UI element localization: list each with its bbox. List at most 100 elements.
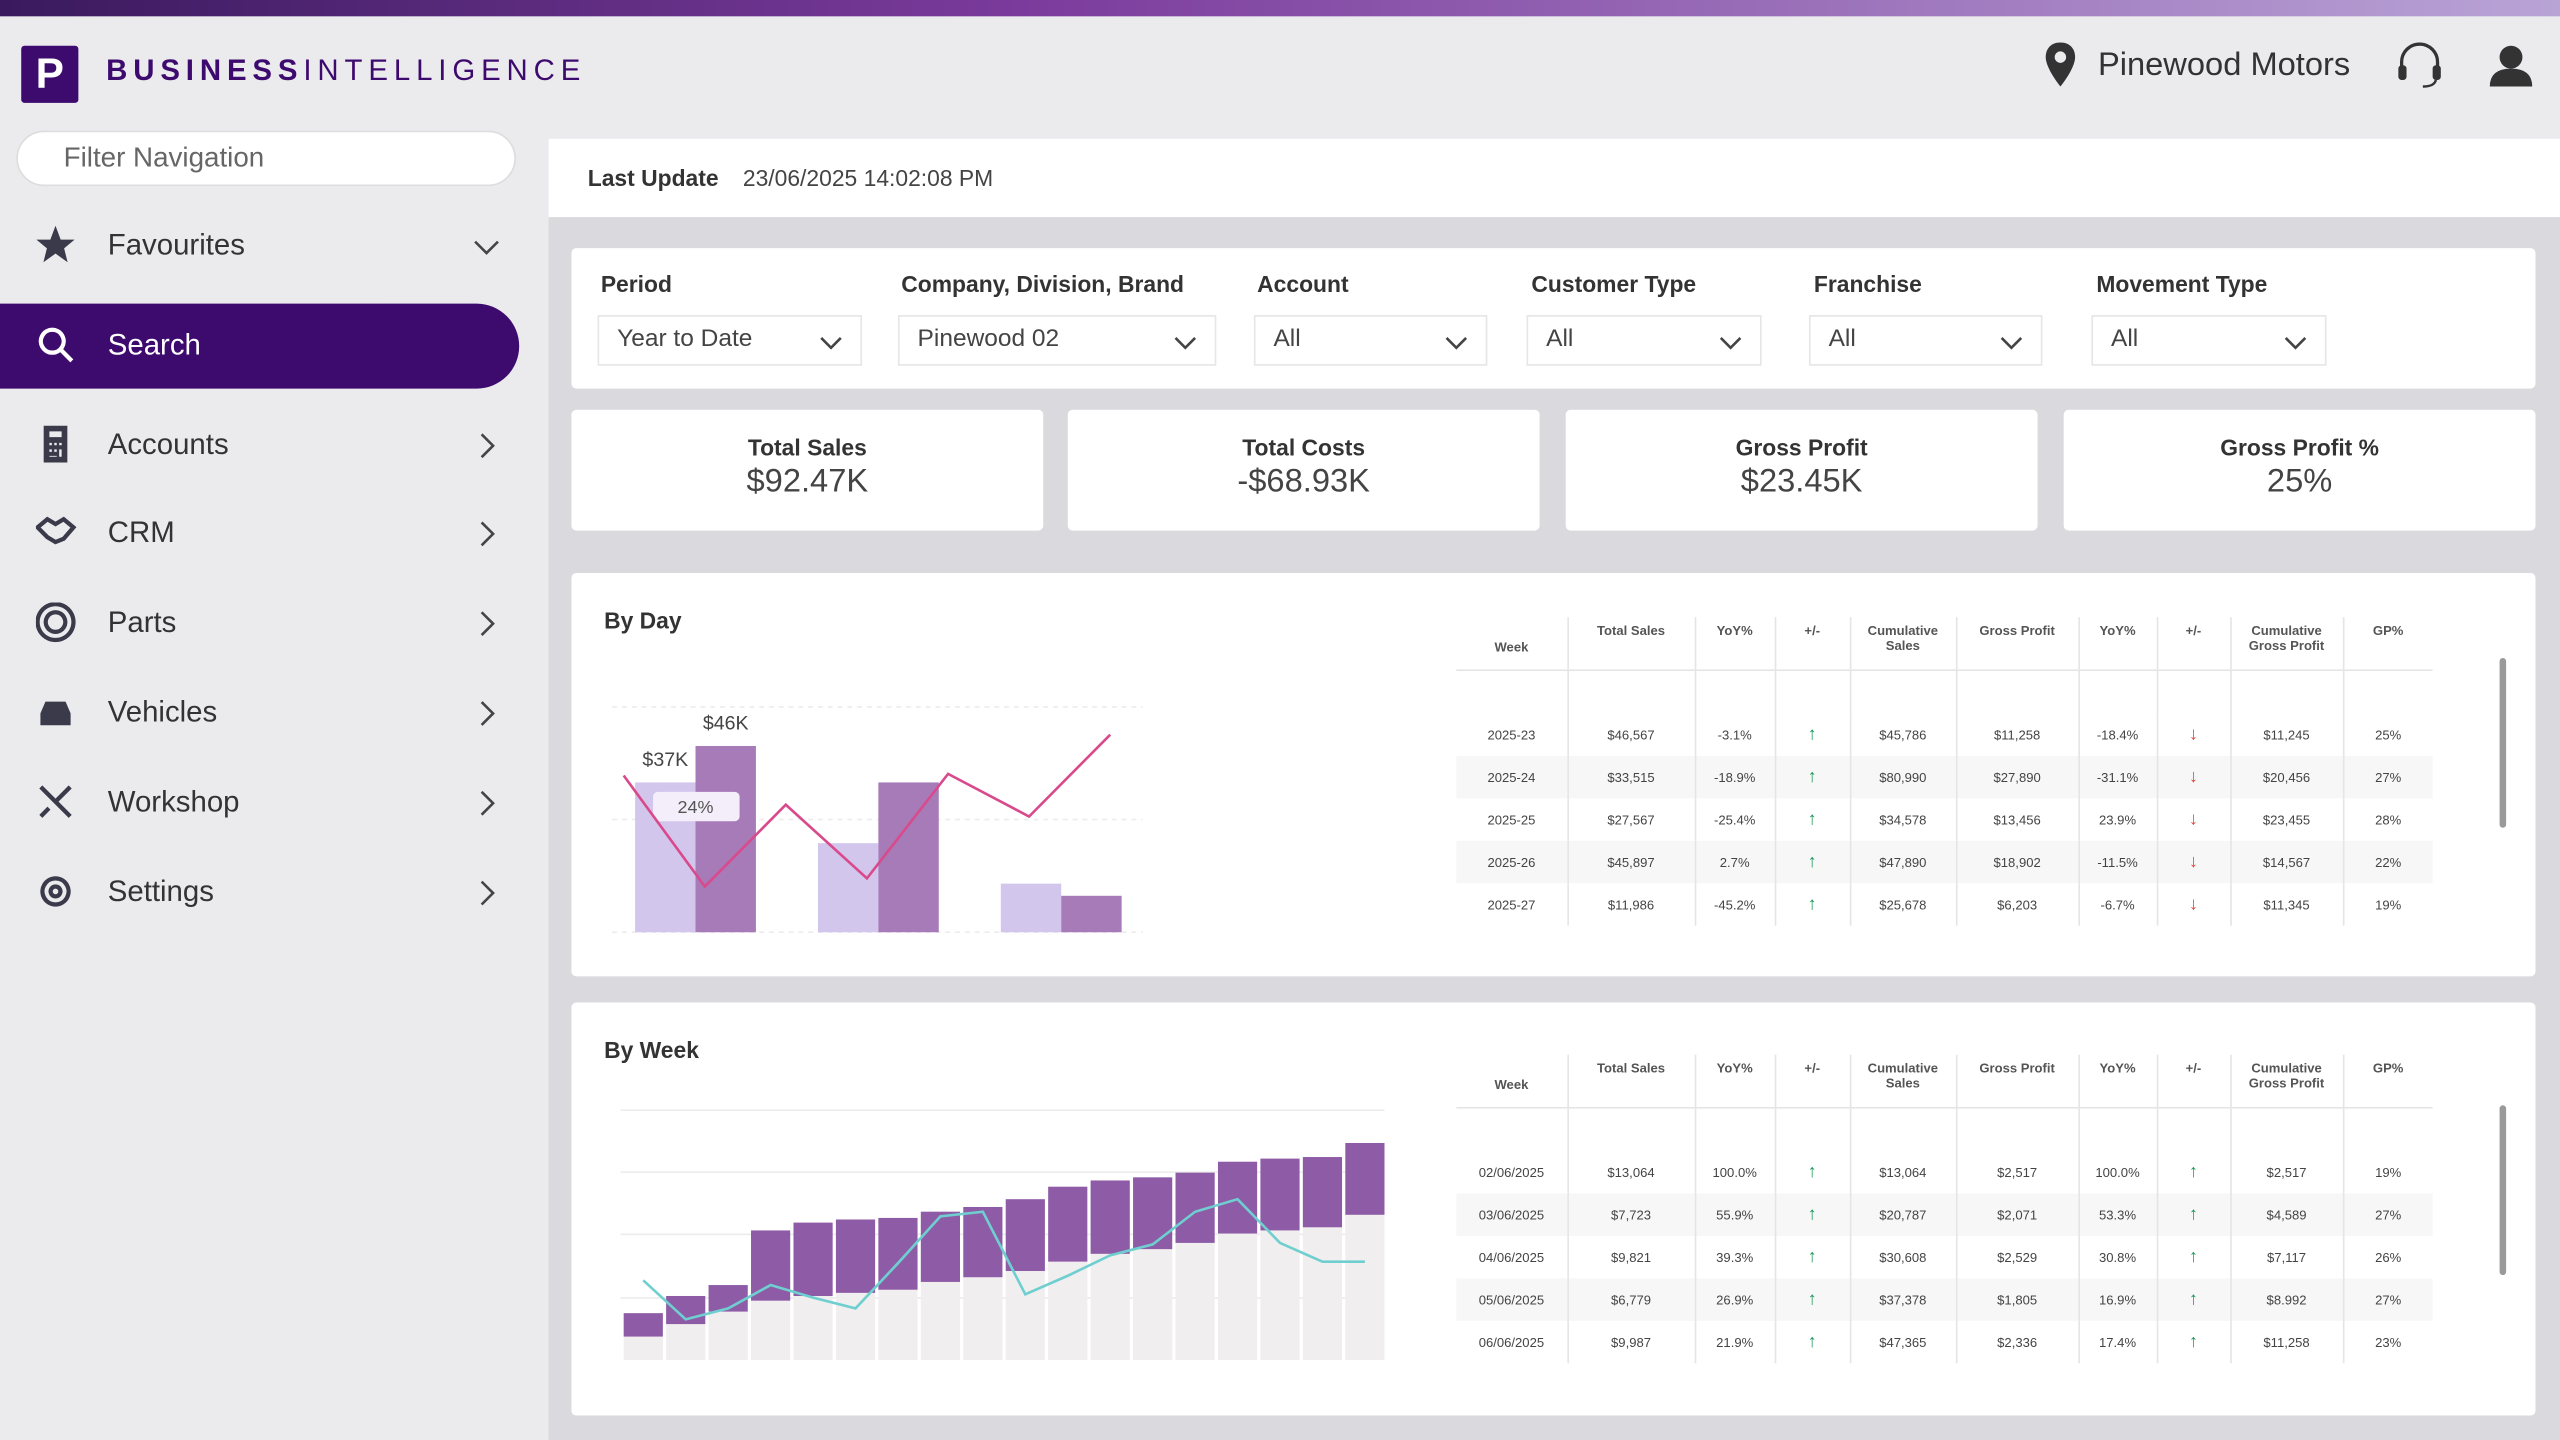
brand: BUSINESSINTELLIGENCE (106, 54, 586, 88)
table-cell: -25.4% (1693, 798, 1775, 841)
filter-dropdown[interactable]: Pinewood 02 (897, 315, 1217, 366)
column-header[interactable]: +/- (1773, 617, 1850, 672)
filter-dropdown[interactable]: All (1808, 315, 2043, 366)
table-row: 04/06/2025 $9,821 39.3% ↑ $30,608 $2,529 30.8%… (1456, 1235, 2433, 1279)
table-cell: $11,345 (2229, 883, 2343, 926)
table-cell: 05/06/2025 (1456, 1278, 1568, 1321)
column-header[interactable]: YoY% (1693, 1054, 1775, 1109)
table-cell: $33,515 (1566, 755, 1695, 799)
table-cell: 39.3% (1693, 1235, 1775, 1279)
bar-segment (920, 1281, 960, 1360)
nav-label: Accounts (107, 427, 229, 461)
filter-dropdown[interactable]: All (1526, 315, 1762, 366)
table-cell: 2025-26 (1456, 840, 1568, 884)
nav-icon (39, 785, 72, 818)
table-cell: 19% (2342, 1151, 2433, 1194)
table-cell: 02/06/2025 (1478, 1164, 1545, 1180)
nav-icon (36, 225, 75, 263)
support-icon[interactable] (2395, 42, 2444, 88)
column-header[interactable]: +/- (2155, 1054, 2231, 1109)
spacer-cell (1773, 1107, 1850, 1152)
column-header[interactable]: YoY% (2077, 1054, 2157, 1109)
nav-item[interactable]: Vehicles (0, 671, 519, 756)
column-header[interactable]: +/- (1773, 1054, 1850, 1109)
column-header[interactable]: Week (1456, 1054, 1568, 1109)
column-header[interactable]: Gross Profit (1955, 1054, 2079, 1109)
table-cell: $9,821 (1566, 1235, 1695, 1279)
kpi-label: Total Costs (1242, 434, 1366, 461)
column-header[interactable]: GP% (2342, 617, 2433, 672)
table-cell: -3.1% (1693, 713, 1775, 756)
nav-item[interactable]: Search (0, 303, 520, 389)
kpi-card: Gross Profit $23.45K (1565, 409, 2038, 531)
filter-dropdown[interactable]: All (1253, 315, 1488, 366)
chevron-path (1445, 337, 1468, 350)
location-name[interactable]: Pinewood Motors (2097, 47, 2351, 84)
nav-item[interactable]: Settings (0, 851, 519, 936)
filter-value: All (1546, 324, 1574, 353)
table-cell: $27,890 (1955, 755, 2079, 799)
table-cell: $2,517 (2229, 1151, 2343, 1194)
chevron (820, 337, 842, 350)
nav-icon (40, 876, 71, 907)
bar-segment (666, 1324, 706, 1360)
table-row: 03/06/2025 $7,723 55.9% ↑ $20,787 $2,071 53.3%… (1456, 1193, 2433, 1236)
column-header[interactable]: Cumulative Gross Profit (2229, 617, 2343, 672)
nav-item[interactable]: CRM (0, 491, 519, 576)
table-cell: $14,567 (2229, 840, 2343, 884)
kpi-card: Gross Profit % 25% (2063, 409, 2536, 531)
nav-icon (40, 701, 71, 726)
column-header[interactable]: +/- (2155, 617, 2231, 672)
column-header[interactable]: YoY% (2077, 617, 2157, 672)
user-icon[interactable] (2488, 44, 2534, 87)
table-cell: $7,723 (1566, 1193, 1695, 1236)
column-header[interactable]: Gross Profit (1955, 617, 2079, 672)
column-header[interactable]: Total Sales (1566, 617, 1695, 672)
bar-segment (1133, 1249, 1173, 1360)
column-header[interactable]: GP% (2342, 1054, 2433, 1109)
column-header[interactable]: Cumulative Sales (1848, 1054, 1956, 1109)
table-cell: $9,987 (1566, 1320, 1695, 1364)
column-header[interactable]: Week (1456, 617, 1568, 672)
table-cell: 26% (2342, 1235, 2433, 1279)
column-header[interactable]: Cumulative Sales (1848, 617, 1956, 672)
scrollbar[interactable] (2499, 1105, 2507, 1276)
nav-icon-path (35, 602, 76, 643)
spacer-cell (1773, 670, 1850, 714)
column-header[interactable]: Cumulative Gross Profit (2229, 1054, 2343, 1109)
scrollbar[interactable] (2499, 657, 2507, 828)
chevron-path (480, 790, 495, 816)
column-header[interactable]: YoY% (1693, 617, 1775, 672)
trend-arrow: ↑ (1773, 840, 1850, 884)
nav-icon (43, 425, 68, 463)
trend-arrow: ↑ (1773, 1235, 1850, 1279)
chevron (480, 880, 495, 906)
chevron (1719, 337, 1742, 350)
filter-dropdown[interactable]: All (2091, 315, 2327, 366)
spacer-cell (1693, 1107, 1775, 1152)
nav-icon (38, 327, 74, 363)
bar-segment (1048, 1186, 1088, 1262)
trend-arrow: ↑ (1773, 798, 1850, 841)
nav-icon-path (39, 785, 72, 818)
table-cell: $6,203 (1955, 883, 2079, 926)
section-title: By Week (604, 1036, 699, 1063)
nav-item[interactable]: Favourites (0, 204, 519, 289)
filter-label: Customer Type (1531, 271, 1697, 298)
nav-item[interactable]: Accounts (0, 403, 519, 488)
table-row: 2025-27 $11,986 -45.2% ↑ $25,678 $6,203 -6.7% ↓… (1456, 883, 2433, 926)
filter-dropdown[interactable]: Year to Date (597, 315, 863, 366)
table-cell: -31.1% (2077, 755, 2157, 799)
logo[interactable]: P (21, 45, 79, 103)
kpi-label: Gross Profit % (2220, 434, 2379, 461)
filter-navigation-input[interactable]: Filter Navigation (16, 130, 516, 187)
bar-segment (1005, 1271, 1045, 1360)
nav-item[interactable]: Workshop (0, 761, 519, 846)
spacer-cell (2229, 670, 2343, 714)
trend-arrow: ↓ (2155, 798, 2231, 841)
nav-item[interactable]: Parts (0, 581, 519, 666)
table-cell: $30,608 (1848, 1235, 1956, 1279)
column-header[interactable]: Total Sales (1566, 1054, 1695, 1109)
last-update-value: 23/06/2025 14:02:08 PM (742, 164, 994, 192)
